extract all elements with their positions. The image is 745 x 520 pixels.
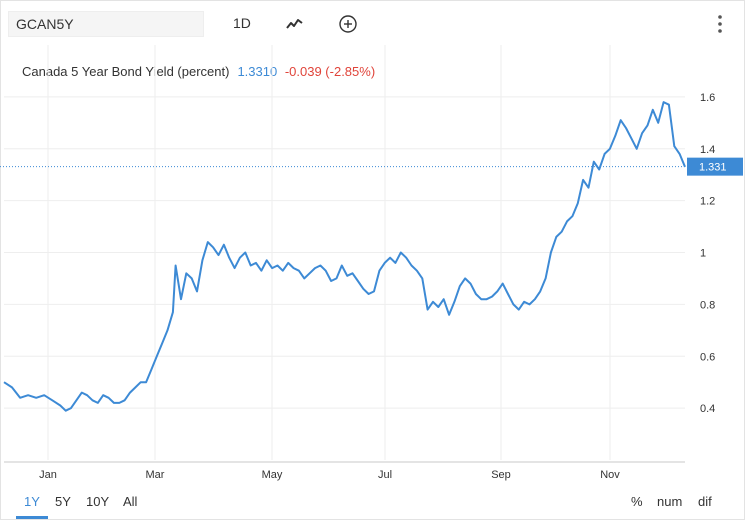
series-line [3, 101, 686, 412]
x-axis: Jan Mar May Jul Sep Nov [4, 461, 685, 481]
chart-legend: Canada 5 Year Bond Yield (percent) 1.3310… [22, 64, 375, 79]
y-tick-label: 0.8 [700, 299, 715, 311]
y-tick-label: 0.4 [700, 403, 715, 415]
y-axis: 0.4 0.6 0.8 1 1.2 1.4 1.6 [700, 92, 715, 415]
x-tick-label: May [262, 469, 283, 481]
range-1y-button[interactable]: 1Y [24, 494, 40, 509]
series [3, 101, 686, 412]
y-tick-label: 1.4 [700, 144, 715, 156]
chart-title: Canada 5 Year Bond Yield (percent) [22, 64, 230, 79]
dif-button[interactable]: dif [698, 494, 712, 509]
range-5y-button[interactable]: 5Y [55, 494, 71, 509]
symbol-input[interactable]: GCAN5Y [8, 11, 204, 37]
range-bar: 1Y 5Y 10Y All % num dif [0, 488, 745, 520]
active-range-indicator [16, 516, 48, 519]
gridlines [4, 45, 685, 460]
percent-button[interactable]: % [631, 494, 643, 509]
line-chart-icon[interactable] [285, 14, 305, 39]
y-tick-label: 1.6 [700, 92, 715, 104]
x-tick-label: Sep [491, 469, 511, 481]
num-button[interactable]: num [657, 494, 683, 509]
legend-value: 1.3310 [237, 64, 278, 79]
plus-circle-icon[interactable] [338, 14, 358, 39]
price-label-text: 1.331 [699, 162, 727, 174]
x-tick-label: Mar [146, 469, 165, 481]
y-tick-label: 0.6 [700, 351, 715, 363]
chart-area[interactable]: 0.4 0.6 0.8 1 1.2 1.4 1.6 Jan Mar May Jul Sep Nov 1… [0, 0, 745, 490]
more-vertical-icon[interactable] [712, 14, 728, 39]
chart-toolbar: GCAN5Y 1D [0, 0, 745, 48]
y-tick-label: 1.2 [700, 196, 715, 208]
x-tick-label: Nov [600, 469, 620, 481]
price-label: 1.331 [687, 157, 743, 176]
legend-change: -0.039 (-2.85%) [284, 64, 376, 79]
range-all-button[interactable]: All [123, 494, 138, 509]
x-tick-label: Jul [378, 469, 392, 481]
range-10y-button[interactable]: 10Y [86, 494, 110, 509]
y-tick-label: 1 [700, 248, 706, 260]
price-label-box [687, 157, 743, 176]
x-tick-label: Jan [39, 469, 57, 481]
interval-button[interactable]: 1D [233, 15, 251, 31]
